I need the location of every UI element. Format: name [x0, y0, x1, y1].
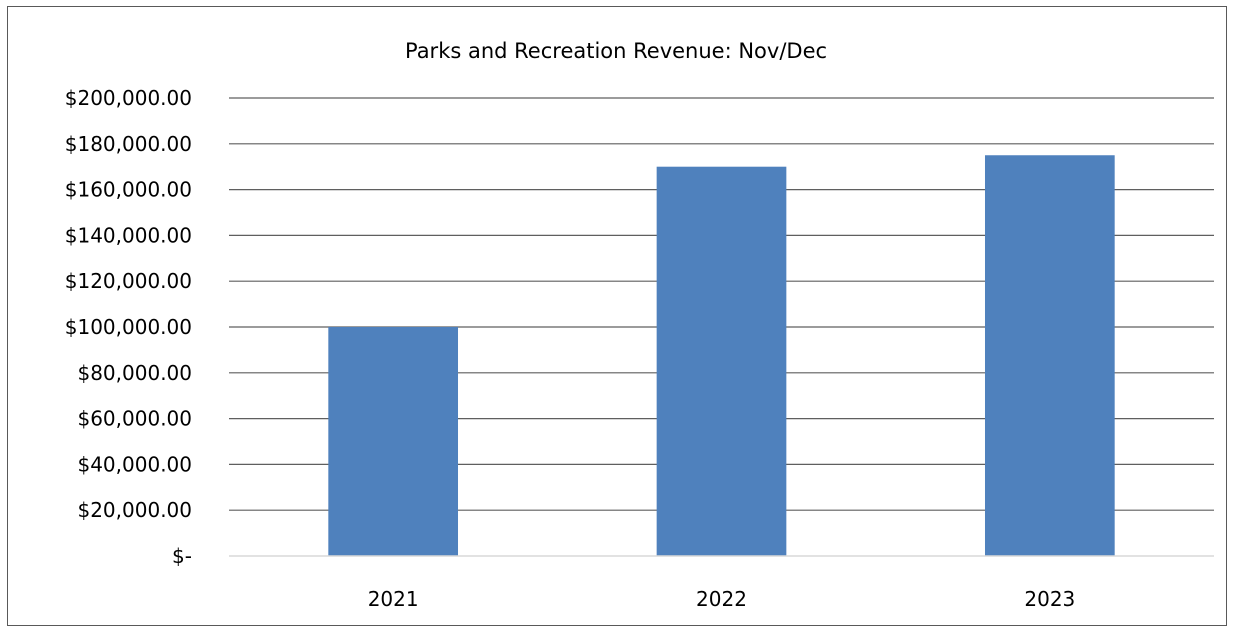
x-tick-label: 2021 — [368, 587, 419, 611]
y-tick-label: $120,000.00 — [65, 269, 192, 293]
y-tick-label: $160,000.00 — [65, 178, 192, 202]
bar-2023 — [984, 155, 1115, 556]
x-tick-label: 2023 — [1024, 587, 1075, 611]
y-tick-label: $100,000.00 — [65, 315, 192, 339]
x-axis-category-labels: 2021 2022 2023 — [368, 587, 1076, 611]
bars — [328, 155, 1115, 556]
y-tick-label: $140,000.00 — [65, 223, 192, 247]
y-tick-label: $200,000.00 — [65, 86, 192, 110]
chart-title: Parks and Recreation Revenue: Nov/Dec — [405, 39, 827, 63]
bar-2021 — [328, 327, 459, 556]
y-tick-label: $- — [172, 544, 192, 568]
y-tick-label: $40,000.00 — [77, 452, 192, 476]
y-tick-label: $80,000.00 — [77, 361, 192, 385]
bar-2022 — [656, 166, 787, 556]
x-tick-label: 2022 — [696, 587, 747, 611]
y-axis-tick-labels: $- $20,000.00 $40,000.00 $60,000.00 $80,000.… — [65, 86, 192, 568]
y-tick-label: $180,000.00 — [65, 132, 192, 156]
y-tick-label: $60,000.00 — [77, 407, 192, 431]
y-tick-label: $20,000.00 — [77, 498, 192, 522]
